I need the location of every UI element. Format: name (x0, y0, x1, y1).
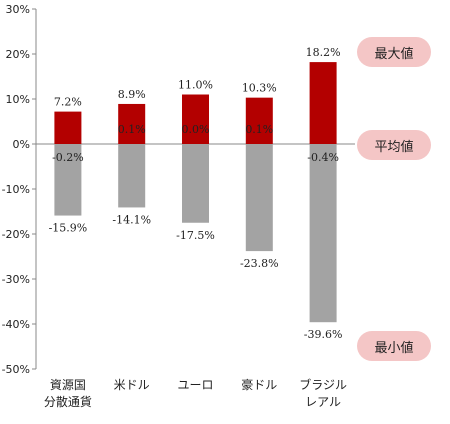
label-max: 8.9% (118, 88, 146, 101)
label-avg: -0.2% (52, 151, 84, 164)
y-tick-label: -10% (2, 183, 30, 196)
bar-max (54, 111, 82, 144)
category-label: 豪ドル (241, 378, 278, 392)
y-tick-label: -30% (2, 273, 30, 286)
label-min: -17.5% (176, 229, 215, 242)
legend-min-badge: 最小値 (357, 331, 431, 361)
y-tick-label: 30% (6, 3, 30, 16)
y-tick-label: -50% (2, 363, 30, 376)
label-avg: 0.0% (182, 123, 210, 136)
label-max: 7.2% (54, 96, 82, 109)
bars-group (54, 62, 337, 323)
data-labels-group: 7.2% -0.2% -15.9% 8.9% 0.1% -14.1% 11.0% 0.0% -1… (49, 46, 343, 341)
label-avg: 0.1% (245, 123, 273, 136)
bar-max (118, 103, 146, 144)
y-tick-label: -40% (2, 318, 30, 331)
legend-avg-badge: 平均値 (357, 130, 431, 160)
bar-max (245, 97, 273, 144)
bar-min (182, 144, 209, 223)
bar-min (245, 144, 273, 252)
label-max: 10.3% (242, 82, 277, 95)
y-tick-label: 10% (6, 93, 30, 106)
category-label: 米ドル (113, 378, 150, 392)
label-max: 11.0% (178, 79, 213, 92)
label-min: -39.6% (304, 328, 343, 341)
category-label: ユーロ (177, 378, 214, 392)
bar-min (118, 144, 146, 208)
bar-min (54, 144, 82, 216)
label-min: -23.8% (240, 257, 279, 270)
label-min: -14.1% (112, 213, 151, 226)
label-avg: -0.4% (307, 151, 339, 164)
category-label: 資源国 分散通貨 (43, 378, 92, 409)
legend-max-badge: 最大値 (357, 37, 431, 67)
y-tick-label: -20% (2, 228, 30, 241)
label-max: 18.2% (306, 46, 341, 59)
bar-max (309, 62, 337, 144)
label-min: -15.9% (49, 222, 88, 235)
y-tick-label: 0% (13, 138, 30, 151)
bar-min (309, 144, 337, 323)
y-axis: 30% 20% 10% 0% -10% -20% -30% -40% -50% (2, 3, 355, 376)
y-tick-label: 20% (6, 48, 30, 61)
label-avg: 0.1% (118, 123, 146, 136)
bar-max (182, 94, 209, 144)
category-label: ブラジル レアル (299, 378, 347, 409)
